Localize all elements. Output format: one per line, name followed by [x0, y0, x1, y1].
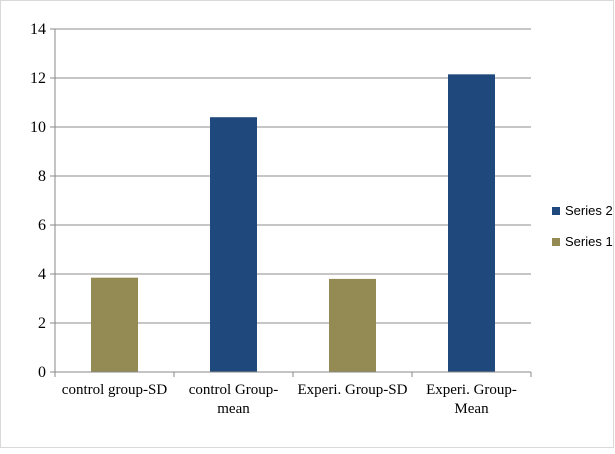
y-tick-label: 10 — [30, 119, 46, 136]
y-axis-ticks: 0 2 4 6 8 10 12 14 — [30, 21, 55, 381]
y-tick-label: 8 — [38, 168, 46, 185]
x-axis-labels: control group-SD control Group-mean Experi… — [54, 372, 532, 417]
bar-series-2 — [210, 117, 257, 372]
x-category-label: control Group-mean — [189, 382, 279, 417]
y-tick-label: 2 — [38, 315, 46, 332]
x-category-label-line: control group-SD — [62, 382, 168, 398]
y-tick-label: 4 — [38, 266, 46, 283]
x-category-label-line: Experi. Group-SD — [298, 382, 408, 398]
bar-series-1 — [329, 278, 376, 372]
bars — [91, 74, 495, 372]
x-category-label-line: Mean — [454, 401, 489, 417]
legend-label: Series 2 — [565, 203, 613, 218]
y-tick-label: 12 — [30, 70, 46, 87]
x-category-label: Experi. Group-SD — [298, 382, 408, 398]
x-category-label-line: control Group- — [189, 382, 279, 398]
bar-series-2 — [448, 74, 495, 372]
legend: Series 2 Series 1 — [552, 203, 613, 249]
y-tick-label: 0 — [38, 364, 46, 381]
y-tick-label: 14 — [30, 21, 46, 38]
x-category-label: Experi. Group- Mean — [426, 382, 517, 417]
legend-label: Series 1 — [565, 234, 613, 249]
x-category-label-line: mean — [217, 401, 250, 417]
x-category-label: control group-SD — [62, 382, 168, 398]
bar-series-1 — [91, 277, 138, 372]
legend-swatch — [552, 207, 560, 215]
y-tick-label: 6 — [38, 217, 46, 234]
legend-swatch — [552, 238, 560, 246]
x-category-label-line: Experi. Group- — [426, 382, 517, 398]
gridlines — [55, 28, 531, 324]
